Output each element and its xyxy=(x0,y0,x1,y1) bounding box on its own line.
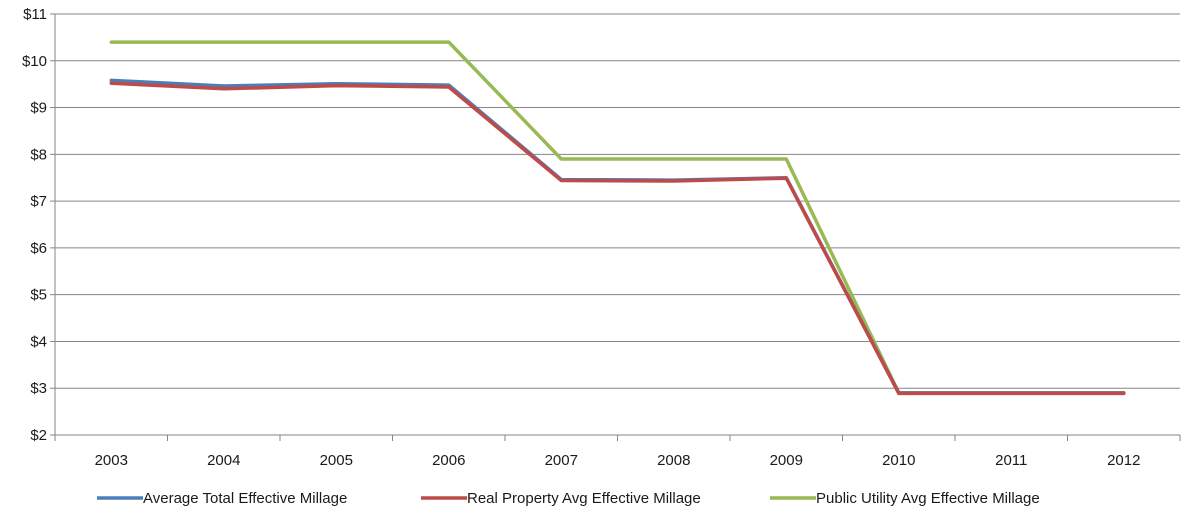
x-axis-tick-labels: 2003 2004 2005 2006 2007 2008 2009 2010 2011 2012 xyxy=(95,452,1141,469)
y-axis-tick-label: $10 xyxy=(22,53,47,70)
y-axis-tick-label: $6 xyxy=(30,240,47,257)
gridlines xyxy=(55,13,1180,389)
x-axis-tick-label: 2007 xyxy=(545,452,578,469)
y-axis-tick-label: $4 xyxy=(30,333,47,350)
x-axis-tick-label: 2010 xyxy=(882,452,915,469)
y-axis-tick-label: $2 xyxy=(30,427,47,444)
y-axis-tick-label: $11 xyxy=(23,6,47,23)
series-line-3 xyxy=(109,40,1126,395)
x-axis-tick-label: 2006 xyxy=(432,452,465,469)
series-line-1 xyxy=(109,78,1126,395)
legend-label: Public Utility Avg Effective Millage xyxy=(816,490,1040,507)
y-axis-tick-label: $9 xyxy=(30,100,47,117)
x-axis-tick-label: 2012 xyxy=(1107,452,1140,469)
legend-label: Average Total Effective Millage xyxy=(143,490,347,507)
x-axis-tick-label: 2011 xyxy=(995,452,1027,469)
series-line-2 xyxy=(109,81,1126,396)
y-axis-tick-label: $7 xyxy=(30,193,47,210)
y-axis-tick-label: $8 xyxy=(30,146,47,163)
x-axis-tick-label: 2004 xyxy=(207,452,240,469)
x-axis-tick-label: 2008 xyxy=(657,452,690,469)
x-axis-tick-label: 2009 xyxy=(770,452,803,469)
y-axis-tick-label: $3 xyxy=(30,380,47,397)
plot-area-series xyxy=(109,40,1126,396)
x-axis-tick-label: 2005 xyxy=(320,452,353,469)
legend-label: Real Property Avg Effective Millage xyxy=(467,490,701,507)
axes xyxy=(50,13,1181,441)
y-axis-tick-labels: $2 $3 $4 $5 $6 $7 $8 $9 $10 $11 xyxy=(22,6,47,444)
x-axis-tick-label: 2003 xyxy=(95,452,128,469)
legend: Average Total Effective Millage Real Prop… xyxy=(97,490,1040,507)
y-axis-tick-label: $5 xyxy=(30,287,47,304)
